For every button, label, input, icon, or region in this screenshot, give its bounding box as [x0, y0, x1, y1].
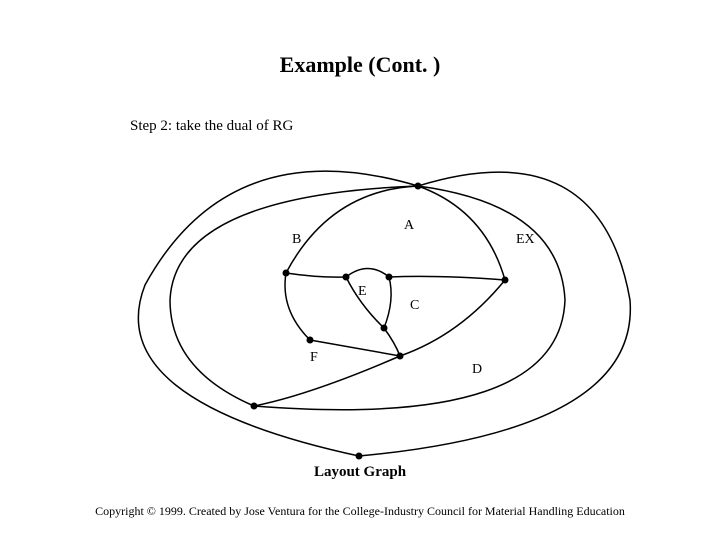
- graph-node: [386, 274, 393, 281]
- graph-edge: [384, 277, 391, 328]
- graph-edge: [418, 186, 505, 280]
- graph-node: [251, 403, 258, 410]
- graph-edge: [285, 273, 310, 340]
- graph-edge: [138, 171, 418, 456]
- graph-label: C: [410, 298, 419, 314]
- graph-edge: [170, 186, 418, 406]
- copyright-text: Copyright © 1999. Created by Jose Ventur…: [0, 504, 720, 519]
- graph-label: B: [292, 232, 301, 248]
- graph-edge: [359, 172, 630, 456]
- graph-node: [283, 270, 290, 277]
- graph-node: [502, 277, 509, 284]
- graph-node: [307, 337, 314, 344]
- graph-label: F: [310, 350, 318, 366]
- graph-edge: [286, 273, 346, 277]
- graph-edge: [389, 276, 505, 280]
- graph-edge: [254, 356, 400, 406]
- graph-label: EX: [516, 232, 535, 248]
- graph-node: [356, 453, 363, 460]
- graph-node: [397, 353, 404, 360]
- graph-node: [343, 274, 350, 281]
- graph-caption: Layout Graph: [0, 464, 720, 481]
- graph-node: [381, 325, 388, 332]
- layout-graph-svg: [0, 0, 720, 540]
- graph-edge: [400, 280, 505, 356]
- graph-edge: [384, 328, 400, 356]
- page: Example (Cont. ) Step 2: take the dual o…: [0, 0, 720, 540]
- graph-label: A: [404, 218, 414, 234]
- graph-edge: [286, 186, 418, 273]
- graph-label: E: [358, 284, 367, 300]
- graph-edge: [310, 340, 400, 356]
- graph-node: [415, 183, 422, 190]
- graph-label: D: [472, 362, 482, 378]
- graph-edge: [346, 269, 389, 278]
